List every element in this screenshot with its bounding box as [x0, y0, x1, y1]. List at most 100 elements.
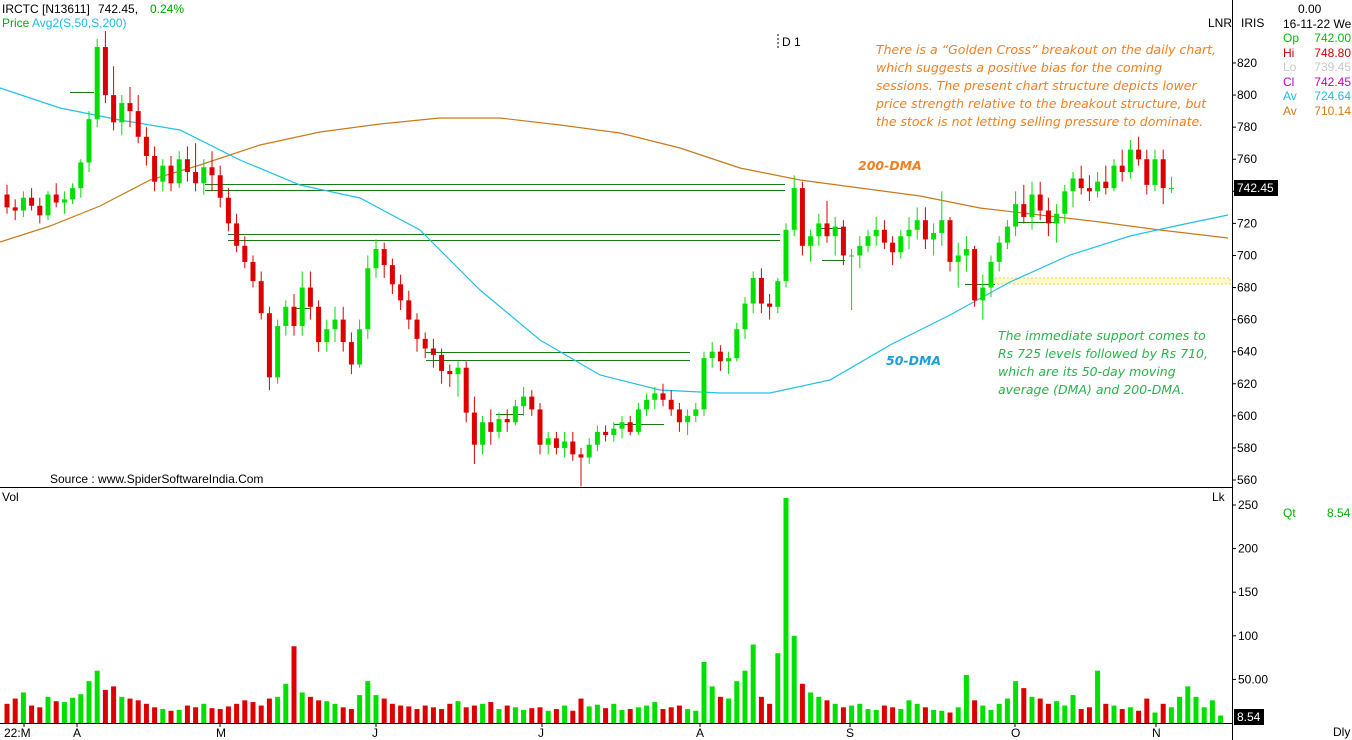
volume-bar: [29, 705, 35, 723]
candle-body: [160, 165, 166, 182]
candle-body: [201, 167, 207, 184]
volume-bar: [619, 709, 625, 723]
candle-body: [955, 255, 961, 262]
candle-body: [209, 167, 215, 176]
candle: [111, 66, 117, 131]
candle-body: [217, 175, 223, 198]
candle: [463, 361, 469, 423]
timeframe-label: D 1: [782, 35, 801, 49]
time-tick-label: O: [1011, 726, 1020, 740]
candle: [61, 191, 67, 214]
candle-body: [307, 287, 313, 307]
volume-bar: [1119, 709, 1125, 723]
candle: [184, 146, 190, 182]
candle: [504, 409, 510, 432]
candle: [307, 271, 313, 320]
candle: [373, 239, 379, 278]
candle-body: [906, 229, 912, 237]
candle: [127, 87, 133, 128]
volume-bar: [742, 670, 748, 723]
candle: [955, 242, 961, 288]
candle: [799, 181, 805, 256]
candle: [168, 156, 174, 192]
candle-body: [594, 431, 600, 445]
candle-body: [250, 261, 256, 282]
candle: [750, 271, 756, 314]
volume-bar: [685, 709, 691, 723]
volume-bar: [594, 704, 600, 723]
candle: [644, 393, 650, 416]
ohlc-value: 742.45: [1314, 74, 1351, 89]
volume-bar: [471, 705, 477, 723]
candle: [709, 342, 715, 368]
candle: [291, 293, 297, 336]
volume-bar: [652, 702, 658, 723]
candle-body: [225, 197, 231, 224]
candle-body: [693, 409, 699, 416]
candle-body: [775, 281, 781, 307]
candle: [767, 293, 773, 320]
volume-bar: [832, 703, 838, 723]
candle: [45, 191, 51, 221]
candle-body: [242, 245, 248, 262]
volume-bar: [758, 696, 764, 723]
candle-body: [881, 229, 887, 243]
candle: [447, 364, 453, 387]
candle: [4, 184, 10, 214]
ohlc-key: Av: [1283, 103, 1297, 118]
candle: [299, 271, 305, 336]
candle: [627, 415, 633, 436]
candle: [849, 249, 855, 310]
candle-body: [873, 229, 879, 237]
candle: [1021, 184, 1027, 224]
candle: [791, 175, 797, 237]
qt-label: Qt: [1283, 506, 1296, 520]
candle: [668, 390, 674, 416]
candle-body: [61, 199, 67, 203]
candle: [635, 403, 641, 436]
volume-bars: [4, 498, 1224, 723]
candle: [857, 236, 863, 269]
lnr-label: LNR: [1208, 16, 1233, 30]
candle-body: [660, 393, 666, 400]
volume-bar: [586, 706, 592, 723]
volume-bar: [324, 701, 330, 723]
volume-bar: [521, 709, 527, 723]
candle-body: [939, 220, 945, 234]
candle: [1144, 149, 1150, 195]
candle-body: [537, 409, 543, 445]
candle-body: [890, 242, 896, 253]
volume-bar: [439, 709, 445, 723]
candle-body: [832, 226, 838, 237]
candle: [275, 319, 281, 384]
volume-bar: [168, 710, 174, 723]
volume-bar: [1136, 710, 1142, 723]
candle-body: [603, 431, 609, 436]
ohlc-key: Hi: [1283, 45, 1295, 60]
candle: [496, 412, 502, 439]
candle: [726, 351, 732, 375]
volume-bar: [906, 700, 912, 723]
legend-price: Price: [2, 16, 30, 30]
candle-body: [857, 245, 863, 256]
candle-body: [381, 249, 387, 266]
volume-bar: [873, 709, 879, 723]
price-tick-label: 720: [1237, 216, 1257, 230]
candle: [135, 95, 141, 144]
candle: [258, 271, 264, 320]
last-volume-marker: 8.54: [1234, 709, 1264, 725]
volume-bar: [644, 705, 650, 723]
candle: [266, 306, 272, 391]
candle: [70, 183, 76, 205]
candle: [357, 319, 363, 368]
volume-bar: [1078, 709, 1084, 723]
volume-bar: [266, 698, 272, 723]
volume-bar: [193, 707, 199, 723]
ohlc-key: Cl: [1283, 74, 1295, 89]
volume-tick-label: 150: [1238, 585, 1258, 599]
candle: [316, 300, 322, 352]
candle: [430, 338, 436, 368]
volume-bar: [693, 710, 699, 723]
candle-body: [324, 329, 330, 343]
volume-bar: [160, 709, 166, 723]
